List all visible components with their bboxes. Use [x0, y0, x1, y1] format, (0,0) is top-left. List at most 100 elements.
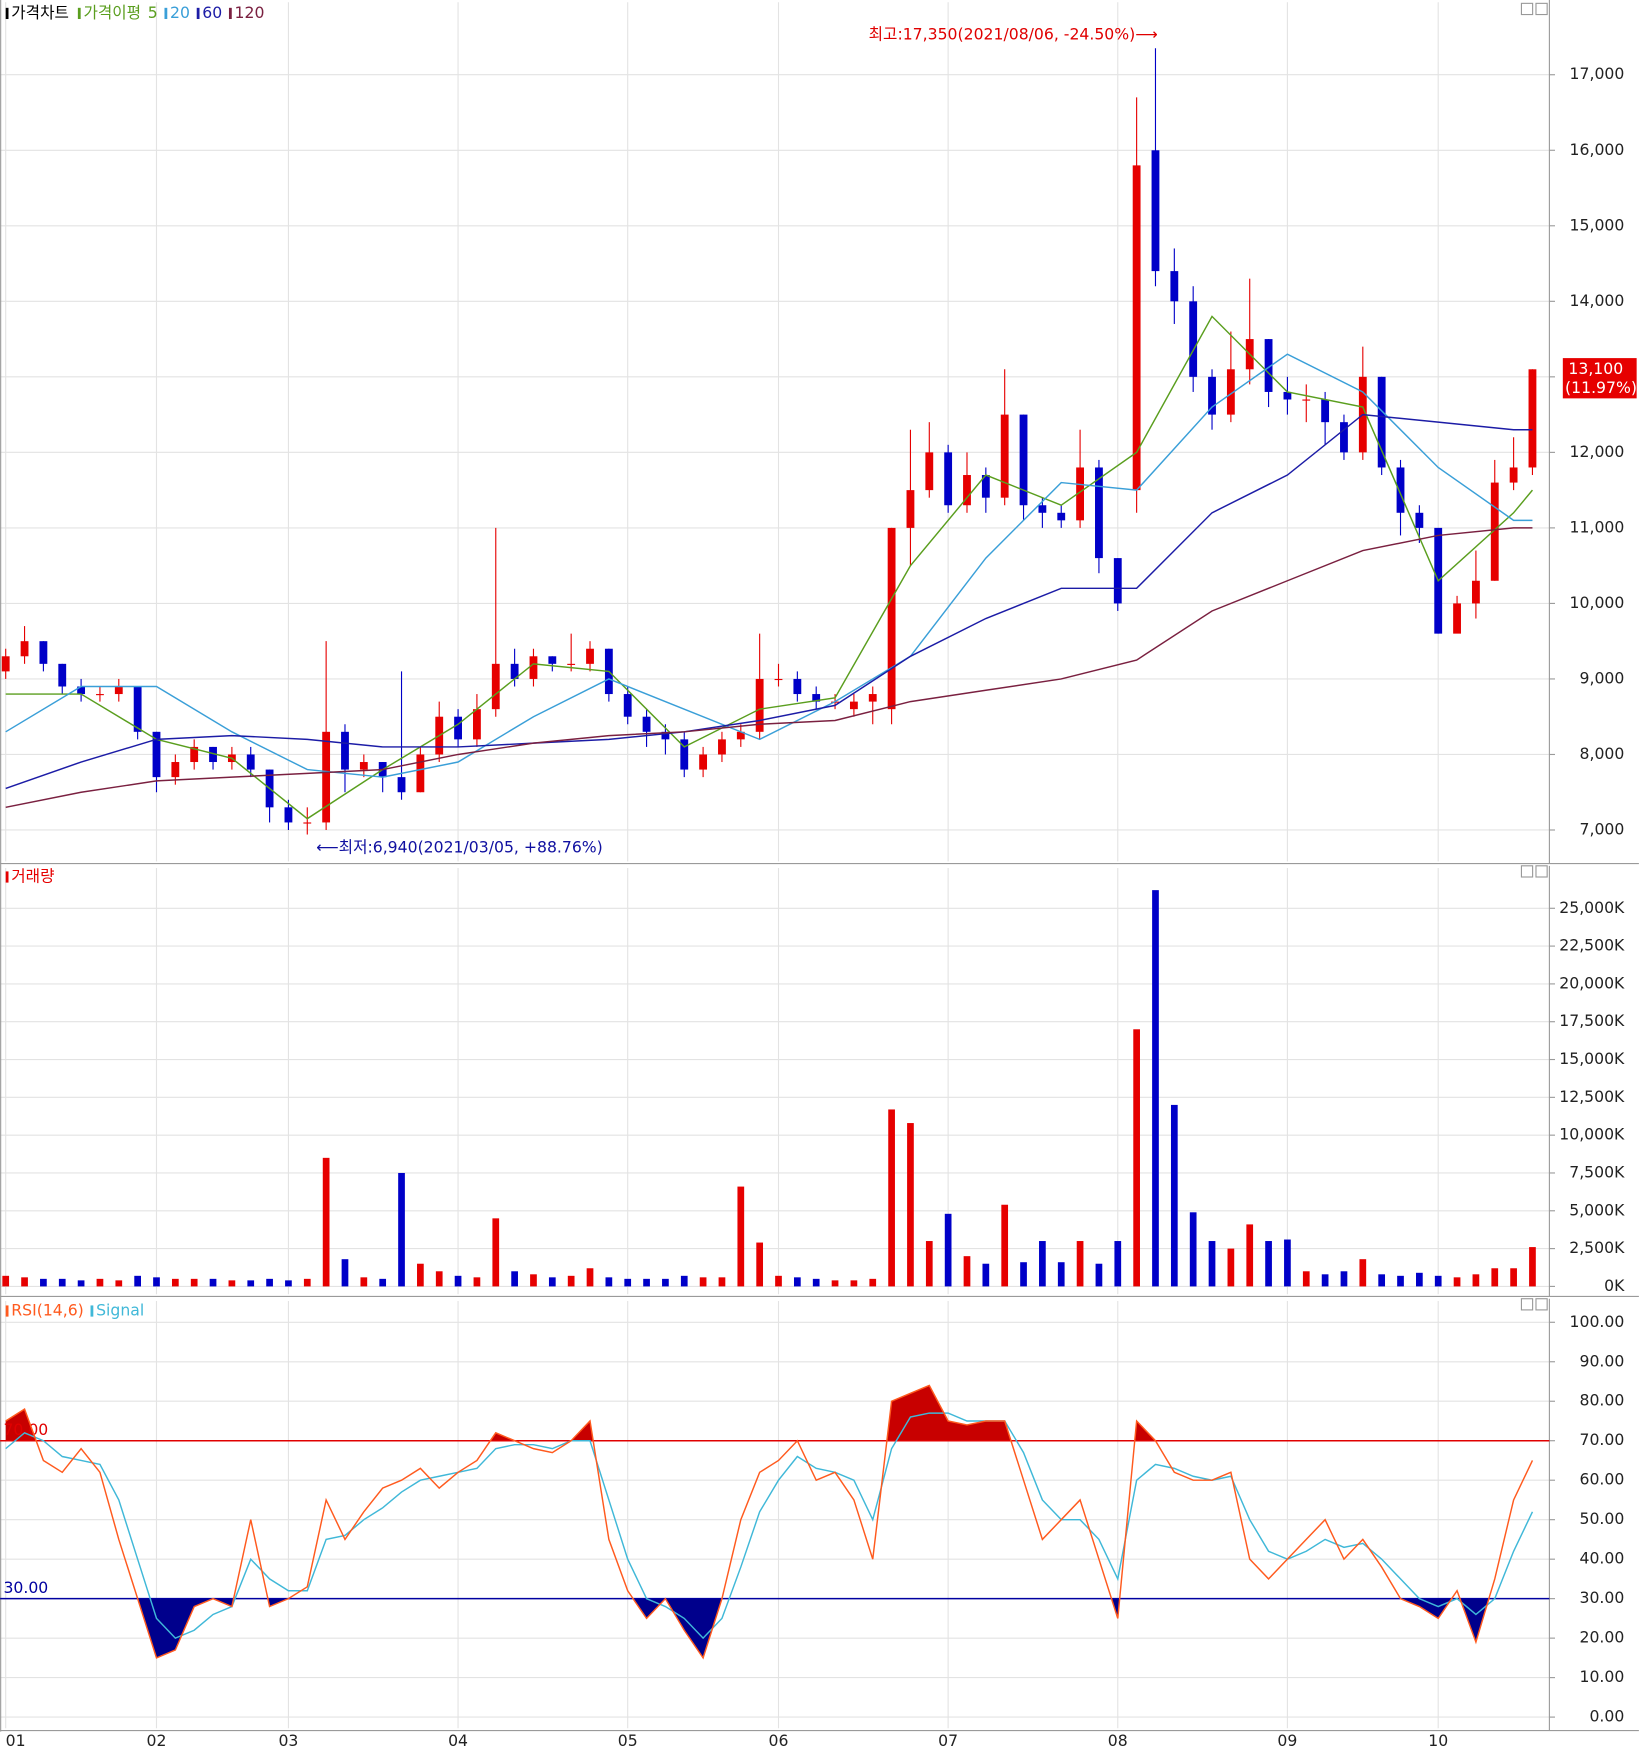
volume-bar [907, 1123, 914, 1287]
legend-label: Signal [96, 1301, 144, 1320]
volume-bar [775, 1275, 782, 1287]
volume-bar [492, 1218, 500, 1287]
volume-bar [586, 1268, 594, 1287]
candle-body [1528, 369, 1537, 468]
legend-label: 가격차트 [11, 3, 69, 22]
volume-bar [1133, 1029, 1140, 1287]
legend-icon [164, 7, 168, 20]
candle-body [642, 716, 651, 732]
volume-bar [756, 1242, 764, 1287]
volume-bar [454, 1275, 462, 1287]
y-tick-label: 30.00 [1580, 1588, 1625, 1607]
volume-bar [567, 1275, 575, 1287]
legend-label: 5 [148, 3, 158, 22]
y-tick-label: 50.00 [1580, 1509, 1625, 1528]
candle-body [114, 686, 123, 695]
volume-bar [1340, 1271, 1348, 1287]
volume-bar [1152, 890, 1159, 1287]
volume-bar [1265, 1241, 1272, 1287]
legend-icon [5, 871, 9, 883]
indicator-line [5, 1412, 1534, 1640]
volume-bar [1472, 1274, 1480, 1287]
candle-body [416, 754, 425, 793]
minimize-button[interactable] [1520, 1298, 1534, 1311]
volume-bar [812, 1278, 820, 1287]
volume-bar [982, 1263, 990, 1287]
last-price-label: 13,100 [1568, 359, 1623, 378]
moving-average-line [5, 413, 1533, 790]
candle-body [1095, 467, 1103, 559]
minimize-button[interactable] [1520, 865, 1534, 878]
candle-body [925, 452, 934, 491]
x-tick-label: 07 [938, 1731, 958, 1750]
candle-body [812, 694, 821, 702]
moving-average-line [5, 527, 1533, 809]
x-tick-label: 08 [1108, 1731, 1128, 1750]
volume-bar [1529, 1247, 1536, 1287]
x-tick-label: 03 [278, 1731, 298, 1750]
candle-body [133, 686, 142, 732]
volume-bar [869, 1278, 877, 1287]
candle-body [397, 777, 406, 793]
candle-body [1076, 467, 1084, 521]
candle-body [586, 648, 594, 664]
y-tick-label: 11,000 [1570, 517, 1625, 536]
candle-body [246, 754, 255, 770]
candle-body [1377, 376, 1386, 468]
legend-label: RSI(14,6) [11, 1301, 84, 1320]
candle-body [661, 731, 670, 740]
y-tick-label: 20,000K [1559, 973, 1625, 992]
candle-body [322, 731, 331, 823]
candle-body [906, 490, 915, 528]
candle-body [774, 678, 783, 681]
y-tick-label: 90.00 [1580, 1351, 1625, 1370]
y-tick-label: 9,000 [1580, 668, 1625, 687]
overbought-fill [5, 1385, 1156, 1441]
moving-average-line [5, 353, 1533, 778]
candle-body [1490, 482, 1499, 581]
oversold-fill [5, 1598, 1533, 1658]
volume-bar [680, 1275, 688, 1287]
y-tick-label: 0K [1604, 1276, 1625, 1295]
volume-bar [605, 1277, 613, 1287]
candle-body [755, 678, 764, 732]
candle-body [1471, 580, 1480, 604]
volume-bar [1057, 1262, 1065, 1287]
volume-bar [1491, 1268, 1499, 1287]
x-tick-label: 06 [769, 1731, 789, 1750]
volume-bar [96, 1278, 104, 1287]
close-button[interactable] [1535, 865, 1548, 878]
y-tick-label: 15,000K [1559, 1049, 1625, 1068]
volume-bar [963, 1256, 971, 1287]
volume-bar [1302, 1271, 1310, 1287]
candle-body [736, 731, 745, 740]
candle-body [1396, 467, 1405, 513]
volume-bar [1001, 1204, 1009, 1287]
volume-bar [1284, 1239, 1291, 1287]
candle-body [1132, 165, 1141, 491]
candle-body [1283, 391, 1292, 400]
y-tick-label: 10,000K [1559, 1125, 1625, 1144]
volume-bar [134, 1275, 141, 1287]
candle-body [680, 739, 689, 770]
x-tick-label: 02 [147, 1731, 167, 1750]
volume-bar [398, 1172, 405, 1287]
candle-body [473, 709, 481, 740]
volume-bar [944, 1213, 952, 1287]
volume-bar [247, 1280, 255, 1287]
volume-bar [285, 1280, 292, 1287]
candle-body [284, 807, 293, 823]
y-tick-label: 7,000 [1580, 819, 1625, 838]
close-button[interactable] [1535, 1298, 1548, 1311]
close-button[interactable] [1535, 2, 1548, 16]
candle-body [529, 656, 538, 679]
y-tick-label: 16,000 [1570, 140, 1625, 159]
volume-bar [341, 1259, 349, 1287]
candle-body [1321, 399, 1330, 423]
y-tick-label: 5,000K [1569, 1200, 1625, 1219]
candle-body [341, 731, 349, 770]
minimize-button[interactable] [1520, 2, 1534, 16]
volume-bar [21, 1277, 28, 1287]
volume-bar [511, 1271, 518, 1287]
